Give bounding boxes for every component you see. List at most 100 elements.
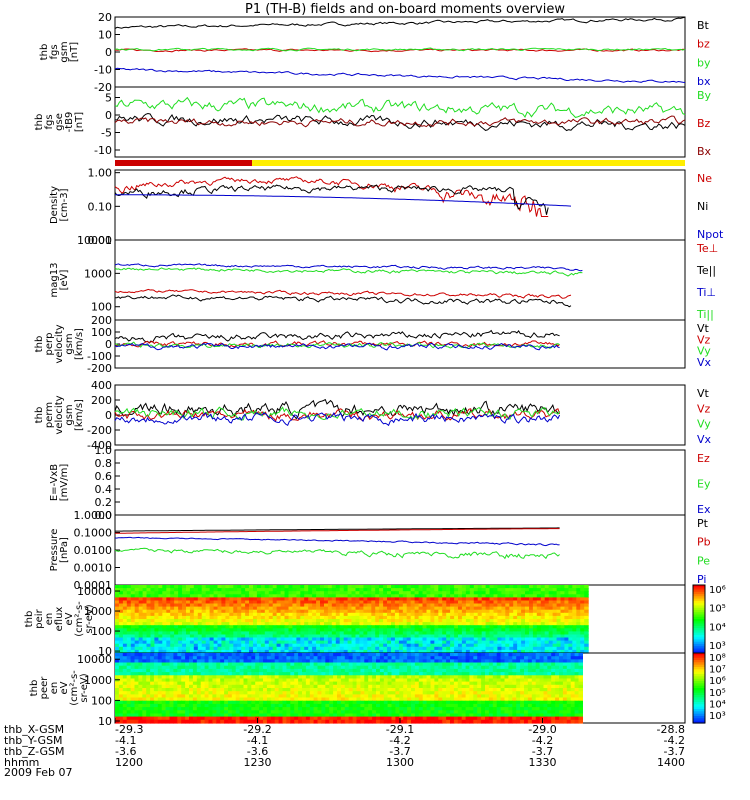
heatmap-cell	[556, 634, 562, 639]
heatmap-cell	[442, 609, 447, 614]
heatmap-cell	[430, 681, 435, 686]
heatmap-cell	[501, 637, 506, 642]
heatmap-cell	[438, 628, 443, 632]
heatmap-cell	[217, 631, 222, 636]
heatmap-cell	[578, 697, 583, 702]
heatmap-cell	[414, 707, 420, 711]
heatmap-cell	[426, 691, 432, 695]
heatmap-cell	[527, 703, 533, 708]
heatmap-cell	[166, 588, 171, 592]
heatmap-cell	[213, 634, 219, 639]
heatmap-cell	[446, 643, 451, 648]
heatmap-cell	[162, 646, 167, 651]
heatmap-cell	[485, 684, 490, 689]
heatmap-cell	[517, 634, 522, 639]
heatmap-cell	[552, 619, 558, 623]
heatmap-cell	[204, 659, 210, 664]
heatmap-cell	[181, 659, 186, 664]
heatmap-cell	[302, 681, 307, 686]
heatmap-cell	[337, 675, 342, 680]
heatmap-cell	[418, 678, 424, 683]
heatmap-cell	[302, 688, 307, 692]
heatmap-cell	[364, 659, 369, 664]
heatmap-cell	[465, 646, 471, 651]
heatmap-cell	[403, 688, 408, 692]
heatmap-cell	[562, 662, 568, 667]
heatmap-cell	[264, 634, 270, 639]
heatmap-cell	[150, 625, 155, 629]
heatmap-cell	[130, 631, 136, 636]
heatmap-cell	[438, 591, 443, 595]
heatmap-cell	[509, 622, 514, 626]
heatmap-cell	[255, 675, 260, 680]
heatmap-cell	[364, 688, 369, 692]
heatmap-cell	[247, 678, 252, 683]
series-by	[114, 96, 686, 118]
heatmap-cell	[508, 694, 513, 699]
heatmap-cell	[446, 703, 451, 708]
heatmap-cell	[438, 634, 443, 639]
heatmap-cell	[531, 653, 537, 657]
heatmap-cell	[469, 707, 474, 711]
heatmap-cell	[118, 591, 124, 595]
heatmap-cell	[564, 612, 569, 617]
heatmap-cell	[481, 619, 487, 623]
heatmap-cell	[161, 678, 167, 683]
heatmap-cell	[540, 628, 546, 632]
heatmap-cell	[548, 631, 554, 636]
heatmap-cell	[411, 707, 416, 711]
y-tick-label: 1.0000	[74, 509, 113, 522]
heatmap-cell	[426, 643, 431, 648]
heatmap-cell	[454, 649, 459, 654]
heatmap-cell	[174, 615, 179, 620]
heatmap-cell	[138, 603, 144, 608]
colorbar-cell	[693, 619, 705, 622]
heatmap-cell	[324, 600, 329, 605]
heatmap-cell	[521, 628, 526, 632]
heatmap-cell	[418, 588, 424, 592]
heatmap-cell	[317, 684, 322, 689]
heatmap-cell	[225, 637, 230, 642]
heatmap-cell	[189, 637, 195, 642]
heatmap-cell	[337, 694, 342, 699]
heatmap-cell	[477, 643, 483, 648]
heatmap-cell	[224, 662, 229, 667]
heatmap-cell	[158, 631, 163, 636]
heatmap-cell	[118, 625, 124, 629]
heatmap-cell	[450, 665, 455, 670]
heatmap-cell	[256, 594, 262, 598]
heatmap-cell	[488, 684, 494, 689]
legend-label: Vx	[697, 356, 712, 369]
heatmap-cell	[414, 659, 420, 664]
heatmap-cell	[270, 697, 276, 702]
heatmap-cell	[217, 612, 222, 617]
heatmap-cell	[454, 609, 459, 614]
heatmap-cell	[309, 703, 315, 708]
y-tick-label: 10000	[77, 234, 112, 247]
heatmap-cell	[513, 649, 518, 654]
heatmap-cell	[430, 678, 435, 683]
heatmap-cell	[305, 694, 311, 699]
heatmap-cell	[154, 603, 159, 608]
heatmap-cell	[324, 606, 329, 611]
heatmap-cell	[158, 585, 163, 589]
heatmap-cell	[544, 643, 550, 648]
heatmap-cell	[562, 700, 568, 705]
heatmap-cell	[216, 656, 221, 660]
heatmap-cell	[201, 600, 207, 605]
heatmap-cell	[509, 591, 514, 595]
heatmap-cell	[278, 688, 284, 692]
heatmap-cell	[430, 619, 435, 623]
heatmap-cell	[564, 634, 569, 639]
heatmap-cell	[426, 631, 431, 636]
heatmap-cell	[263, 703, 268, 708]
heatmap-cell	[570, 675, 576, 680]
y-axis-label: -tB9	[64, 112, 75, 133]
heatmap-cell	[205, 594, 211, 598]
heatmap-cell	[368, 653, 373, 657]
colorbar-cell	[693, 639, 705, 643]
heatmap-cell	[411, 653, 416, 657]
heatmap-cell	[584, 588, 589, 592]
heatmap-cell	[308, 594, 313, 598]
heatmap-cell	[115, 643, 120, 648]
